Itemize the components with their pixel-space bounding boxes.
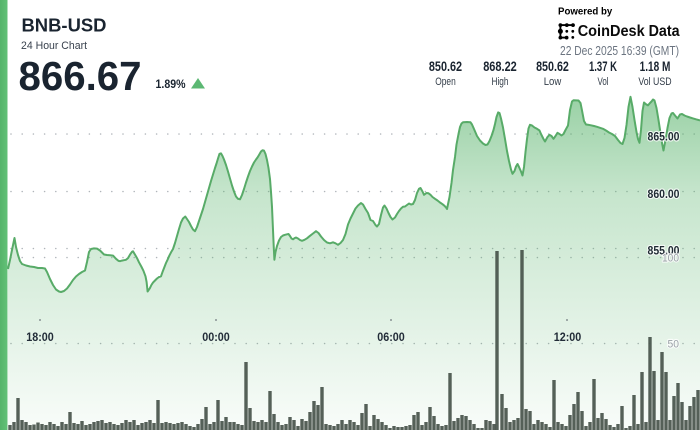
svg-text:1.18 M: 1.18 M bbox=[640, 59, 671, 74]
svg-text:855.00: 855.00 bbox=[648, 244, 680, 258]
svg-text:1.89%: 1.89% bbox=[156, 78, 187, 91]
svg-text:860.00: 860.00 bbox=[648, 187, 680, 201]
svg-text:866.67: 866.67 bbox=[19, 53, 142, 99]
svg-text:06:00: 06:00 bbox=[377, 332, 405, 344]
svg-text:Vol USD: Vol USD bbox=[638, 76, 671, 88]
svg-text:18:00: 18:00 bbox=[26, 332, 54, 344]
svg-text:1.37 K: 1.37 K bbox=[589, 59, 617, 74]
svg-text:Open: Open bbox=[435, 76, 456, 88]
svg-text:BNB-USD: BNB-USD bbox=[22, 15, 107, 35]
svg-text:850.62: 850.62 bbox=[536, 59, 569, 74]
svg-text:Powered by: Powered by bbox=[558, 6, 613, 17]
svg-text:High: High bbox=[492, 76, 509, 88]
svg-text:50: 50 bbox=[668, 339, 680, 351]
svg-text:22 Dec 2025 16:39 (GMT): 22 Dec 2025 16:39 (GMT) bbox=[560, 44, 679, 58]
svg-text:850.62: 850.62 bbox=[429, 59, 462, 74]
svg-text:00:00: 00:00 bbox=[202, 332, 230, 344]
svg-text:Low: Low bbox=[544, 76, 562, 88]
svg-text:865.00: 865.00 bbox=[648, 129, 680, 143]
svg-text:100: 100 bbox=[662, 253, 679, 265]
svg-text:Vol: Vol bbox=[598, 76, 609, 88]
svg-text:24 Hour Chart: 24 Hour Chart bbox=[21, 40, 87, 52]
svg-text:Data: Data bbox=[649, 23, 680, 40]
svg-text:12:00: 12:00 bbox=[554, 332, 582, 344]
svg-text:868.22: 868.22 bbox=[483, 59, 517, 74]
svg-text:CoinDesk: CoinDesk bbox=[578, 23, 645, 40]
